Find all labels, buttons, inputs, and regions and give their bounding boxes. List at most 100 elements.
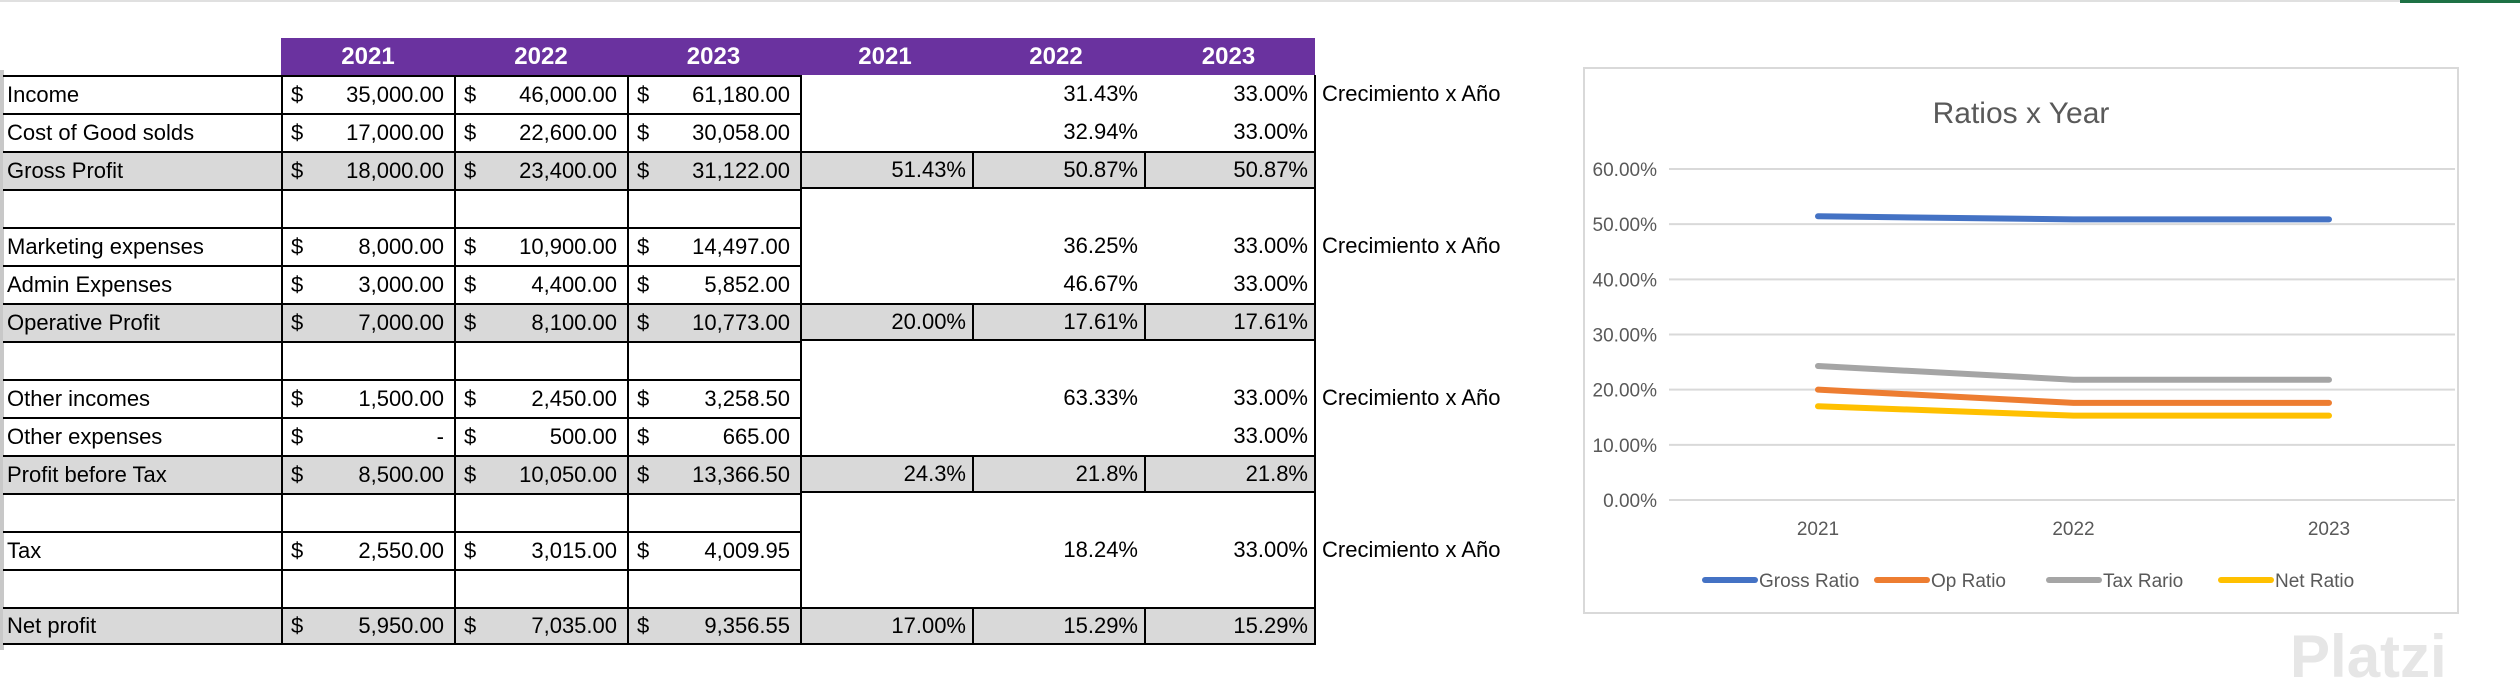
row-label[interactable]: Income bbox=[3, 75, 281, 113]
amount-cell[interactable]: $35,000.00 bbox=[281, 75, 454, 113]
ratio-cell[interactable]: 46.67% bbox=[1063, 271, 1138, 296]
row-label[interactable]: Net profit bbox=[3, 607, 281, 645]
amount-cell[interactable]: $23,400.00 bbox=[454, 151, 627, 189]
amount-cell[interactable]: $ - bbox=[281, 417, 454, 455]
ratio-cell[interactable]: 33.00% bbox=[1144, 417, 1316, 455]
amount-cell[interactable] bbox=[627, 189, 800, 227]
ratio-cell[interactable] bbox=[800, 417, 972, 455]
amount-cell[interactable]: $22,600.00 bbox=[454, 113, 627, 151]
ratio-cell[interactable] bbox=[972, 189, 1144, 227]
ratio-cell[interactable]: 17.00% bbox=[800, 607, 972, 645]
amount-cell[interactable]: $30,058.00 bbox=[627, 113, 800, 151]
ratio-cell[interactable] bbox=[800, 227, 972, 265]
amount-cell[interactable]: $8,000.00 bbox=[281, 227, 454, 265]
ratio-cell[interactable]: 50.87% bbox=[972, 151, 1144, 189]
row-label[interactable]: Admin Expenses bbox=[3, 265, 281, 303]
amount-cell[interactable]: $2,550.00 bbox=[281, 531, 454, 569]
row-label[interactable] bbox=[3, 493, 281, 531]
ratio-cell[interactable]: 33.00% bbox=[1144, 75, 1316, 113]
ratio-cell[interactable] bbox=[972, 493, 1144, 531]
ratio-cell[interactable] bbox=[972, 341, 1144, 379]
amount-cell[interactable]: $5,852.00 bbox=[627, 265, 800, 303]
row-label[interactable] bbox=[3, 569, 281, 607]
amount-cell[interactable]: $14,497.00 bbox=[627, 227, 800, 265]
amount-cell[interactable] bbox=[454, 569, 627, 607]
amount-cell[interactable]: $3,015.00 bbox=[454, 531, 627, 569]
ratio-cell[interactable]: 17.61% bbox=[1144, 303, 1316, 341]
amount-cell[interactable] bbox=[281, 189, 454, 227]
ratio-cell[interactable] bbox=[1144, 341, 1316, 379]
amount-cell[interactable]: $18,000.00 bbox=[281, 151, 454, 189]
row-label[interactable] bbox=[3, 189, 281, 227]
ratio-cell[interactable]: 21.8% bbox=[972, 455, 1144, 493]
amount-cell[interactable]: $3,258.50 bbox=[627, 379, 800, 417]
ratio-cell[interactable]: 15.29% bbox=[1144, 607, 1316, 645]
row-label[interactable]: Tax bbox=[3, 531, 281, 569]
row-label[interactable]: Other incomes bbox=[3, 379, 281, 417]
ratio-cell[interactable] bbox=[800, 189, 972, 227]
amount-cell[interactable] bbox=[281, 569, 454, 607]
ratio-cell[interactable]: 15.29% bbox=[972, 607, 1144, 645]
amount-cell[interactable]: $61,180.00 bbox=[627, 75, 800, 113]
row-label[interactable]: Other expenses bbox=[3, 417, 281, 455]
ratio-cell[interactable] bbox=[1144, 569, 1316, 607]
ratio-cell[interactable] bbox=[800, 341, 972, 379]
row-label[interactable]: Cost of Good solds bbox=[3, 113, 281, 151]
ratio-cell[interactable] bbox=[800, 379, 972, 417]
amount-cell[interactable]: $46,000.00 bbox=[454, 75, 627, 113]
amount-cell[interactable]: $8,500.00 bbox=[281, 455, 454, 493]
amount-cell[interactable]: $9,356.55 bbox=[627, 607, 800, 645]
ratio-cell[interactable]: 33.00% bbox=[1144, 227, 1316, 265]
amount-cell[interactable]: $7,000.00 bbox=[281, 303, 454, 341]
ratio-cell[interactable]: 33.00% bbox=[1144, 113, 1316, 151]
ratio-cell[interactable]: 36.25% bbox=[1063, 233, 1138, 258]
amount-cell[interactable] bbox=[454, 493, 627, 531]
row-label[interactable]: Profit before Tax bbox=[3, 455, 281, 493]
amount-cell[interactable]: $5,950.00 bbox=[281, 607, 454, 645]
ratio-cell[interactable] bbox=[800, 493, 972, 531]
amount-cell[interactable] bbox=[281, 493, 454, 531]
amount-cell[interactable]: $13,366.50 bbox=[627, 455, 800, 493]
amount-cell[interactable]: $3,000.00 bbox=[281, 265, 454, 303]
row-label[interactable]: Operative Profit bbox=[3, 303, 281, 341]
ratio-cell[interactable]: 32.94% bbox=[1063, 119, 1138, 144]
amount-cell[interactable] bbox=[281, 341, 454, 379]
ratio-cell[interactable] bbox=[800, 265, 972, 303]
amount-cell[interactable] bbox=[627, 493, 800, 531]
ratio-cell[interactable]: 33.00% bbox=[1144, 265, 1316, 303]
ratio-cell[interactable]: 18.24% bbox=[1063, 537, 1138, 562]
ratio-cell[interactable] bbox=[972, 569, 1144, 607]
ratio-cell[interactable] bbox=[972, 417, 1144, 455]
ratio-cell[interactable]: 51.43% bbox=[800, 151, 972, 189]
amount-cell[interactable] bbox=[627, 341, 800, 379]
ratio-cell[interactable] bbox=[800, 531, 972, 569]
amount-cell[interactable] bbox=[454, 189, 627, 227]
ratio-cell[interactable] bbox=[800, 75, 972, 113]
ratio-cell[interactable] bbox=[800, 569, 972, 607]
amount-cell[interactable]: $500.00 bbox=[454, 417, 627, 455]
amount-cell[interactable]: $31,122.00 bbox=[627, 151, 800, 189]
amount-cell[interactable]: $10,773.00 bbox=[627, 303, 800, 341]
ratio-cell[interactable]: 20.00% bbox=[800, 303, 972, 341]
amount-cell[interactable] bbox=[454, 341, 627, 379]
amount-cell[interactable]: $4,400.00 bbox=[454, 265, 627, 303]
row-label[interactable]: Marketing expenses bbox=[3, 227, 281, 265]
amount-cell[interactable]: $17,000.00 bbox=[281, 113, 454, 151]
amount-cell[interactable]: $2,450.00 bbox=[454, 379, 627, 417]
amount-cell[interactable]: $4,009.95 bbox=[627, 531, 800, 569]
ratio-cell[interactable]: 21.8% bbox=[1144, 455, 1316, 493]
amount-cell[interactable]: $8,100.00 bbox=[454, 303, 627, 341]
row-label[interactable]: Gross Profit bbox=[3, 151, 281, 189]
amount-cell[interactable]: $1,500.00 bbox=[281, 379, 454, 417]
ratio-cell[interactable] bbox=[1144, 189, 1316, 227]
ratio-cell[interactable]: 63.33% bbox=[1063, 385, 1138, 410]
ratios-chart[interactable]: Ratios x Year 0.00% 10.00% 20.00% 30.00% 40.0… bbox=[1583, 67, 2459, 614]
ratio-cell[interactable]: 33.00% bbox=[1144, 531, 1316, 569]
ratio-cell[interactable]: 24.3% bbox=[800, 455, 972, 493]
amount-cell[interactable] bbox=[627, 569, 800, 607]
amount-cell[interactable]: $10,900.00 bbox=[454, 227, 627, 265]
ratio-cell[interactable]: 17.61% bbox=[972, 303, 1144, 341]
amount-cell[interactable]: $7,035.00 bbox=[454, 607, 627, 645]
ratio-cell[interactable] bbox=[1144, 493, 1316, 531]
ratio-cell[interactable]: 33.00% bbox=[1144, 379, 1316, 417]
